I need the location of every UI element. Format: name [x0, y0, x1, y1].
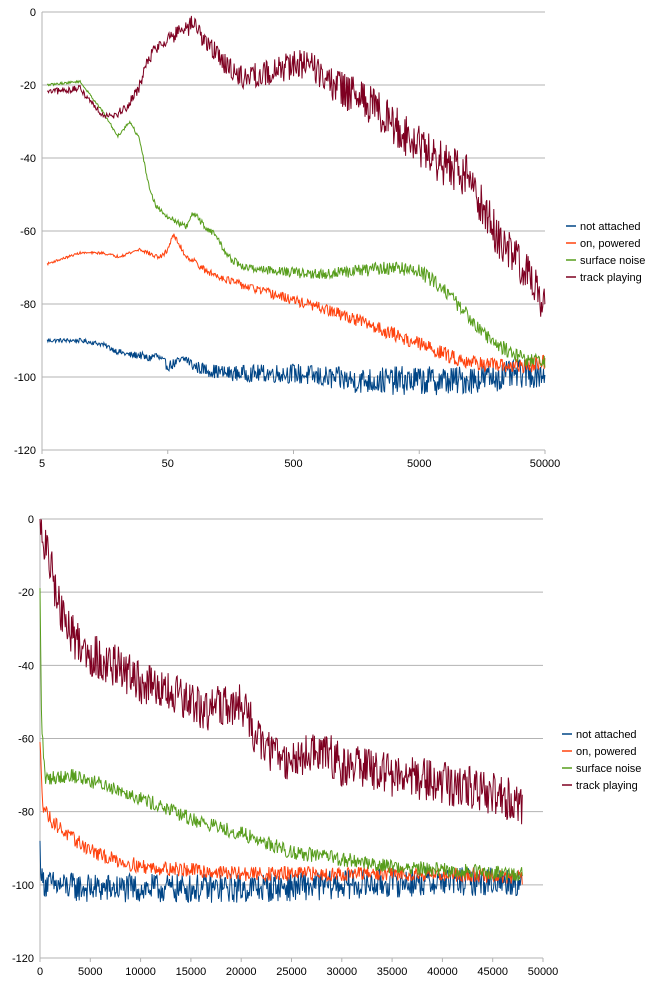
y-tick-label: -40 — [18, 660, 34, 672]
legend-label-track-playing: track playing — [580, 272, 642, 284]
legend-label-not-attached: not attached — [576, 729, 637, 741]
y-tick-label: 0 — [28, 514, 34, 526]
x-tick-label: 20000 — [226, 966, 257, 978]
linear-frequency-chart: 0 -20 -40 -60 -80 -100 -120 0 5000 10000 15000 200… — [12, 514, 641, 978]
y-tick-label: 0 — [30, 7, 36, 19]
y-tick-label: -100 — [14, 372, 36, 384]
x-tick-label: 10000 — [125, 966, 156, 978]
legend-label-on-powered: on, powered — [580, 238, 641, 250]
series-line-surface-noise — [39, 588, 523, 881]
legend-label-track-playing: track playing — [576, 780, 638, 792]
x-tick-labels: 5 50 500 5000 50000 — [39, 450, 560, 470]
series-line-track-playing — [46, 15, 546, 317]
y-tick-label: -60 — [18, 734, 34, 746]
y-tick-label: -20 — [18, 587, 34, 599]
y-tick-label: -100 — [12, 880, 34, 892]
y-tick-label: -20 — [20, 80, 36, 92]
y-tick-label: -80 — [18, 807, 34, 819]
legend: not attached on, powered surface noise trac… — [562, 729, 641, 792]
y-tick-label: -60 — [20, 226, 36, 238]
x-tick-label: 50000 — [528, 966, 559, 978]
x-tick-label: 500 — [284, 458, 302, 470]
legend-label-surface-noise: surface noise — [580, 255, 645, 267]
legend: not attached on, powered surface noise trac… — [566, 221, 645, 284]
series-lines — [39, 518, 523, 904]
x-tick-label: 50000 — [530, 458, 561, 470]
x-tick-label: 0 — [37, 966, 43, 978]
series-line-track-playing — [39, 518, 523, 825]
x-tick-label: 40000 — [427, 966, 458, 978]
x-tick-label: 5000 — [78, 966, 102, 978]
series-line-not-attached — [39, 840, 523, 904]
legend-label-surface-noise: surface noise — [576, 763, 641, 775]
y-tick-label: -80 — [20, 299, 36, 311]
x-tick-label: 15000 — [176, 966, 207, 978]
x-tick-label: 5000 — [407, 458, 431, 470]
legend-label-on-powered: on, powered — [576, 746, 637, 758]
x-tick-label: 50 — [162, 458, 174, 470]
x-tick-label: 25000 — [276, 966, 307, 978]
y-tick-labels: 0 -20 -40 -60 -80 -100 -120 — [14, 7, 36, 457]
y-tick-label: -40 — [20, 153, 36, 165]
y-tick-label: -120 — [12, 953, 34, 965]
y-tick-labels: 0 -20 -40 -60 -80 -100 -120 — [12, 514, 34, 965]
x-tick-label: 45000 — [477, 966, 508, 978]
series-line-on-powered — [39, 741, 523, 885]
series-lines — [46, 15, 546, 396]
x-tick-label: 30000 — [327, 966, 358, 978]
log-frequency-chart: 0 -20 -40 -60 -80 -100 -120 5 50 500 5000 50000 no… — [14, 7, 645, 470]
series-line-surface-noise — [47, 79, 546, 368]
legend-label-not-attached: not attached — [580, 221, 641, 233]
x-tick-label: 35000 — [377, 966, 408, 978]
series-line-on-powered — [46, 233, 546, 374]
x-tick-labels: 0 5000 10000 15000 20000 25000 30000 35000 40000… — [37, 958, 558, 978]
y-tick-label: -120 — [14, 445, 36, 457]
series-line-not-attached — [46, 337, 546, 396]
x-tick-label: 5 — [39, 458, 45, 470]
